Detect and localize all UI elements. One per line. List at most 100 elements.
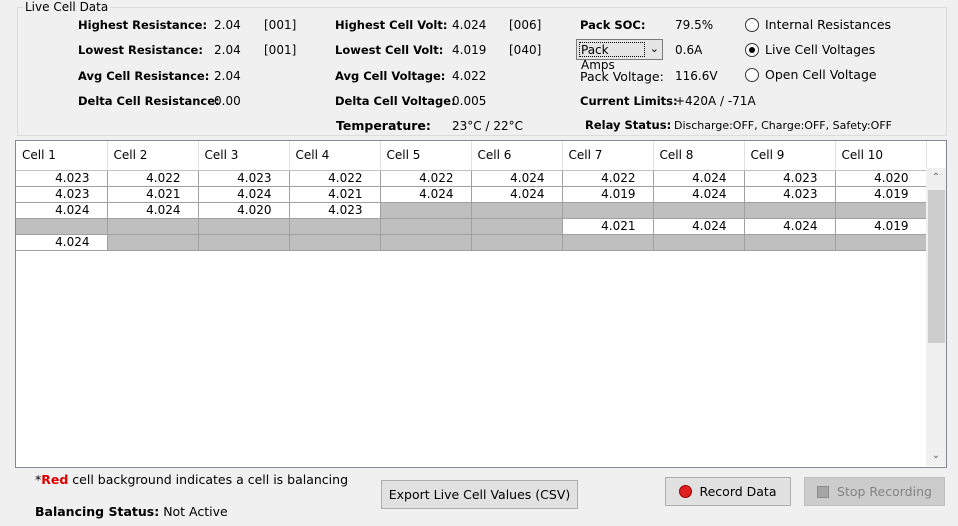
pack-soc-label: Pack SOC:: [580, 18, 646, 32]
export-csv-button[interactable]: Export Live Cell Values (CSV): [381, 480, 578, 509]
pack-amps-dropdown[interactable]: Pack Amps ⌄: [576, 39, 663, 72]
column-header[interactable]: Cell 5: [380, 141, 472, 171]
cell-value[interactable]: 4.020: [835, 170, 927, 187]
column-header[interactable]: Cell 2: [107, 141, 199, 171]
note-red-word: Red: [41, 472, 69, 487]
pack-voltage-value: 116.6V: [675, 69, 718, 83]
highest-resistance-value: 2.04: [214, 18, 241, 32]
cell-value[interactable]: [107, 234, 199, 251]
cell-value[interactable]: [653, 202, 745, 219]
cell-data-grid[interactable]: Cell 1 Cell 2 Cell 3 Cell 4 Cell 5 Cell …: [15, 140, 947, 468]
cell-value[interactable]: [471, 202, 563, 219]
column-header[interactable]: Cell 9: [744, 141, 836, 171]
chevron-down-icon: ⌄: [649, 42, 659, 55]
scroll-down-arrow-icon[interactable]: ⌄: [931, 450, 941, 461]
cell-value[interactable]: 4.019: [835, 218, 927, 235]
cell-value[interactable]: 4.022: [289, 170, 381, 187]
delta-resistance-value: 0.00: [214, 94, 241, 108]
lowest-resistance-cell: [001]: [264, 43, 297, 57]
cell-value[interactable]: 4.024: [107, 202, 199, 219]
column-header[interactable]: Cell 8: [653, 141, 745, 171]
column-header[interactable]: Cell 6: [471, 141, 563, 171]
cell-value[interactable]: 4.023: [289, 202, 381, 219]
delta-voltage-label: Delta Cell Voltage:: [335, 94, 456, 108]
cell-value[interactable]: [744, 202, 836, 219]
cell-value[interactable]: 4.023: [16, 170, 108, 187]
stop-icon: [817, 486, 830, 498]
cell-value[interactable]: 4.024: [471, 186, 563, 203]
avg-voltage-value: 4.022: [452, 69, 487, 83]
cell-value[interactable]: 4.021: [562, 218, 654, 235]
cell-value[interactable]: 4.021: [107, 186, 199, 203]
scroll-thumb[interactable]: [928, 190, 945, 343]
lowest-volt-cell: [040]: [509, 43, 542, 57]
current-limits-value: +420A / -71A: [675, 94, 756, 108]
cell-value[interactable]: [380, 234, 472, 251]
table-row: 4.023 4.022 4.023 4.022 4.022 4.024 4.022 4.024…: [16, 170, 927, 187]
cell-value[interactable]: 4.020: [198, 202, 290, 219]
highest-volt-cell: [006]: [509, 18, 542, 32]
column-header[interactable]: Cell 7: [562, 141, 654, 171]
cell-value[interactable]: 4.024: [653, 186, 745, 203]
cell-value[interactable]: 4.024: [16, 202, 108, 219]
balancing-status: Balancing Status: Not Active: [35, 504, 228, 519]
balancing-status-label: Balancing Status:: [35, 504, 160, 519]
cell-value[interactable]: 4.023: [16, 186, 108, 203]
cell-value[interactable]: 4.024: [744, 218, 836, 235]
column-header[interactable]: Cell 4: [289, 141, 381, 171]
table-row: 4.021 4.024 4.024 4.019: [16, 218, 927, 235]
scroll-up-arrow-icon[interactable]: ⌃: [931, 172, 941, 183]
delta-resistance-label: Delta Cell Resistance:: [78, 94, 220, 108]
pack-amps-value: 0.6A: [675, 43, 703, 57]
cell-value[interactable]: 4.019: [562, 186, 654, 203]
cell-value[interactable]: 4.019: [835, 186, 927, 203]
cell-value[interactable]: [471, 234, 563, 251]
cell-value[interactable]: [198, 218, 290, 235]
vertical-scrollbar[interactable]: ⌃ ⌄: [926, 168, 946, 466]
cell-value[interactable]: [16, 218, 108, 235]
cell-value[interactable]: [471, 218, 563, 235]
radio-circle-selected: [745, 43, 759, 57]
cell-value[interactable]: [562, 202, 654, 219]
current-limits-label: Current Limits:: [580, 94, 678, 108]
cell-value[interactable]: [562, 234, 654, 251]
highest-resistance-label: Highest Resistance:: [78, 18, 208, 32]
cell-value[interactable]: 4.024: [471, 170, 563, 187]
cell-value[interactable]: 4.024: [653, 170, 745, 187]
cell-value[interactable]: [289, 218, 381, 235]
cell-value[interactable]: [744, 234, 836, 251]
stop-recording-button[interactable]: Stop Recording: [804, 477, 945, 506]
cell-value[interactable]: 4.021: [289, 186, 381, 203]
cell-value[interactable]: [835, 202, 927, 219]
cell-value[interactable]: 4.023: [744, 170, 836, 187]
cell-value[interactable]: 4.024: [380, 186, 472, 203]
column-header[interactable]: Cell 3: [198, 141, 290, 171]
cell-value[interactable]: [380, 218, 472, 235]
record-data-button[interactable]: Record Data: [665, 477, 791, 506]
cell-value[interactable]: [107, 218, 199, 235]
cell-value[interactable]: [653, 234, 745, 251]
cell-value[interactable]: 4.022: [107, 170, 199, 187]
balancing-status-value: Not Active: [163, 504, 228, 519]
note-text: cell background indicates a cell is bala…: [68, 472, 349, 487]
column-header[interactable]: Cell 1: [16, 141, 108, 171]
cell-value[interactable]: 4.024: [653, 218, 745, 235]
cell-value[interactable]: 4.022: [562, 170, 654, 187]
pack-soc-value: 79.5%: [675, 18, 714, 32]
pack-amps-selected: Pack Amps: [579, 42, 645, 72]
column-header[interactable]: Cell 10: [835, 141, 927, 171]
cell-value[interactable]: 4.023: [198, 170, 290, 187]
cell-value[interactable]: [835, 234, 927, 251]
cell-value[interactable]: [289, 234, 381, 251]
relay-status-label: Relay Status:: [585, 118, 672, 132]
cell-value[interactable]: 4.024: [198, 186, 290, 203]
cell-value[interactable]: 4.022: [380, 170, 472, 187]
record-icon: [679, 485, 693, 498]
cell-value[interactable]: 4.023: [744, 186, 836, 203]
cell-value[interactable]: [198, 234, 290, 251]
cell-value[interactable]: 4.024: [16, 234, 108, 251]
cell-value[interactable]: [380, 202, 472, 219]
lowest-volt-value: 4.019: [452, 43, 487, 57]
avg-voltage-label: Avg Cell Voltage:: [335, 69, 446, 83]
lowest-volt-label: Lowest Cell Volt:: [335, 43, 444, 57]
